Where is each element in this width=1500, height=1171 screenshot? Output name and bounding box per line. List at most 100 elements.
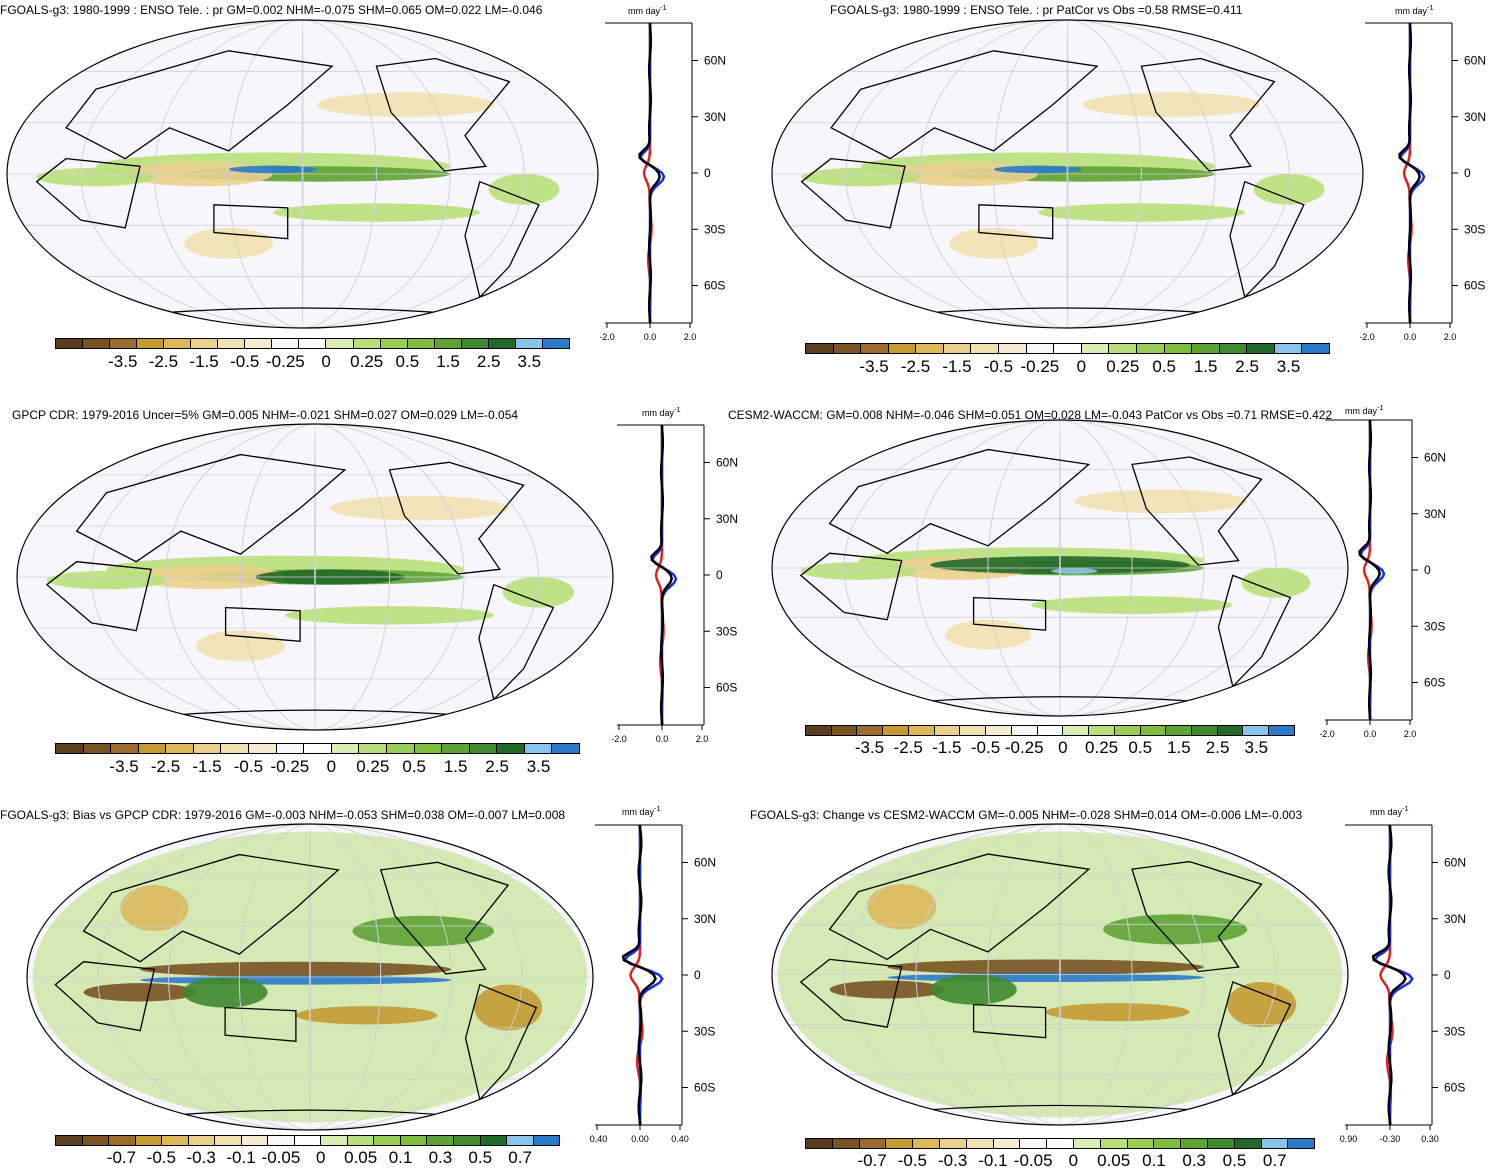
colorbar-swatch	[999, 344, 1027, 353]
zonal-mean-line	[638, 22, 662, 324]
colorbar-swatch	[515, 339, 543, 348]
zonal-mean-plot: 60N 30N 0 30S 60S -2.0 0.0 2.0	[1320, 419, 1446, 739]
anomaly-region	[502, 577, 575, 608]
colorbar-label: 0	[321, 352, 331, 371]
colorbar-swatch	[1081, 344, 1110, 353]
colorbar-label: -2.5	[148, 352, 179, 371]
x-tick-label: 2.0	[1404, 729, 1417, 739]
x-tick-label: 0.40	[671, 1134, 689, 1144]
colorbar-swatch	[111, 744, 139, 753]
coastline	[213, 204, 289, 240]
lat-label: 30N	[1444, 912, 1466, 926]
lat-label: 30S	[1424, 619, 1445, 633]
colorbar-swatch	[110, 339, 138, 348]
colorbar-label: -3.5	[108, 352, 138, 371]
colorbar-swatch	[806, 344, 834, 353]
colorbar-label: -1.5	[932, 738, 962, 757]
coastline	[1140, 57, 1276, 172]
lat-label: 30N	[704, 110, 726, 124]
colorbar-swatch	[1207, 1139, 1235, 1148]
colorbar-swatch	[1164, 344, 1193, 353]
x-tick-label: 2.0	[1444, 332, 1457, 342]
coastline	[65, 50, 334, 160]
lat-label: 0	[704, 166, 711, 180]
zonal-mean-plot: 60N 30N 0 30S 60S -2.0 0.0 2.0	[1360, 22, 1486, 342]
colorbar-swatch	[162, 1136, 189, 1145]
colorbar-swatch	[109, 1136, 136, 1145]
anomaly-region	[1253, 174, 1325, 205]
colorbar-swatch	[1047, 1139, 1074, 1148]
colorbar-label: -2.5	[893, 738, 923, 757]
coastline	[1229, 180, 1305, 299]
anomaly-region	[944, 619, 1032, 650]
colorbar-swatch	[56, 1136, 83, 1145]
colorbar	[55, 338, 570, 349]
colorbar-swatch	[1100, 1139, 1128, 1148]
coastline	[224, 1006, 297, 1043]
colorbar-swatch	[272, 339, 300, 348]
colorbar-label: 0.1	[1142, 1151, 1166, 1170]
colorbar-swatch	[1274, 344, 1303, 353]
x-tick-label: 0.0	[1404, 332, 1417, 342]
zonal-unit: mm day-1	[622, 804, 661, 817]
panel-title: FGOALS-g3: Bias vs GPCP CDR: 1979-2016 G…	[0, 808, 566, 822]
panel-title: FGOALS-g3: 1980-1999 : ENSO Tele. : pr P…	[830, 3, 1243, 17]
colorbar-swatch	[507, 1136, 534, 1145]
colorbar-swatch	[1127, 1139, 1155, 1148]
lat-label: 60S	[1424, 676, 1445, 690]
anomaly-region	[1051, 568, 1098, 574]
coastline	[379, 861, 510, 975]
world-map	[771, 419, 1349, 717]
colorbar-swatch	[1073, 1139, 1101, 1148]
lat-label: 30S	[716, 624, 737, 638]
anomaly-region	[930, 556, 1190, 574]
lat-label: 60N	[694, 856, 716, 870]
anomaly-region	[295, 1006, 438, 1025]
colorbar-label: -0.25	[266, 352, 305, 371]
x-tick-label: 2.0	[696, 734, 709, 744]
anomaly-region	[329, 495, 509, 521]
colorbar-swatch	[1054, 344, 1082, 353]
colorbar-label: -3.5	[859, 357, 889, 376]
anomaly-region	[120, 885, 189, 932]
colorbar-swatch	[359, 744, 387, 753]
lat-label: 0	[1464, 166, 1471, 180]
coastline	[828, 853, 1091, 961]
colorbar-label: 0.7	[508, 1148, 532, 1167]
colorbar-swatch	[939, 1139, 967, 1148]
colorbar-swatch	[386, 744, 415, 753]
colorbar-label: 3.5	[517, 352, 542, 371]
colorbar-swatch	[916, 344, 944, 353]
zonal-unit: mm day-1	[628, 3, 667, 16]
coastline	[1217, 981, 1292, 1097]
colorbar-swatch	[1136, 344, 1165, 353]
anomaly-region	[488, 174, 560, 205]
colorbar-label: -0.5	[897, 1151, 928, 1170]
coastline	[972, 1003, 1047, 1039]
coastline	[799, 552, 903, 621]
anomaly-region	[184, 227, 273, 259]
anomaly-region	[1227, 982, 1297, 1028]
colorbar-label: 0.25	[1085, 738, 1119, 757]
colorbar-swatch	[191, 339, 219, 348]
lat-label: 30S	[694, 1024, 715, 1038]
colorbar-swatch	[299, 339, 327, 348]
colorbar-label: -0.3	[937, 1151, 968, 1170]
colorbar-label: 3.5	[1244, 738, 1269, 757]
colorbar-swatch	[407, 339, 435, 348]
colorbar-swatch	[241, 1136, 269, 1145]
colorbar-swatch	[533, 1136, 560, 1145]
colorbar-swatch	[1181, 1139, 1208, 1148]
colorbar-label: -0.1	[978, 1151, 1008, 1170]
lat-label: 30N	[716, 512, 738, 526]
zonal-mean-line	[1398, 22, 1422, 324]
anomaly-region	[36, 167, 155, 187]
zonal-mean-plot: 60N 30N 0 30S 60S -2.0 0.0 2.0	[612, 424, 738, 744]
colorbar-label: -0.05	[1013, 1151, 1053, 1170]
colorbar-label: 0.25	[350, 352, 384, 371]
coastline	[35, 157, 141, 229]
anomaly-region	[272, 203, 480, 222]
x-tick-label: 0.0	[656, 734, 669, 744]
colorbar-swatch	[1269, 726, 1294, 735]
colorbar	[55, 1135, 560, 1146]
